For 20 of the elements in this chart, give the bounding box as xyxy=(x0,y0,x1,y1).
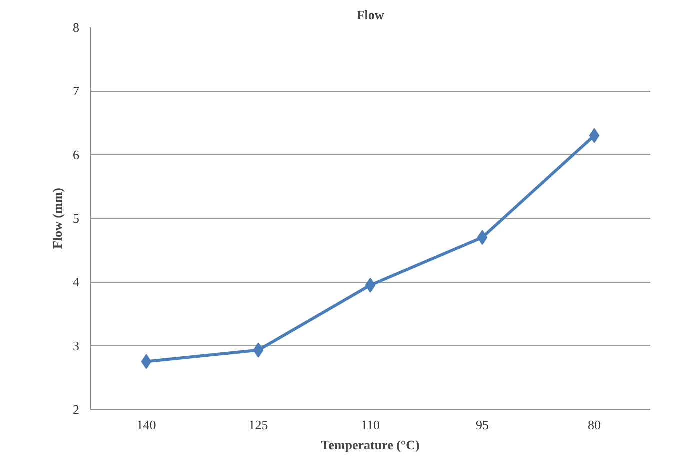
y-axis-title: Flow (mm) xyxy=(50,188,65,250)
x-axis-title: Temperature (°C) xyxy=(321,438,420,452)
y-tick-label: 6 xyxy=(73,147,80,162)
y-tick-label: 4 xyxy=(73,274,80,290)
x-tick-label: 140 xyxy=(136,418,156,432)
y-tick-label: 2 xyxy=(73,402,80,417)
y-tick-label: 3 xyxy=(73,338,80,354)
x-tick-label: 95 xyxy=(476,418,489,432)
x-tick-label: 110 xyxy=(360,418,380,432)
point xyxy=(365,278,376,293)
y-tick-label: 8 xyxy=(73,20,80,35)
point xyxy=(141,354,152,370)
point xyxy=(477,230,488,246)
x-tick-label: 125 xyxy=(248,418,268,432)
y-tick-label: 5 xyxy=(73,211,80,226)
chart-title: Flow xyxy=(356,8,385,22)
x-tick-label: 80 xyxy=(588,418,601,432)
point xyxy=(253,342,264,358)
point xyxy=(589,128,600,144)
y-tick-label: 7 xyxy=(73,84,80,99)
